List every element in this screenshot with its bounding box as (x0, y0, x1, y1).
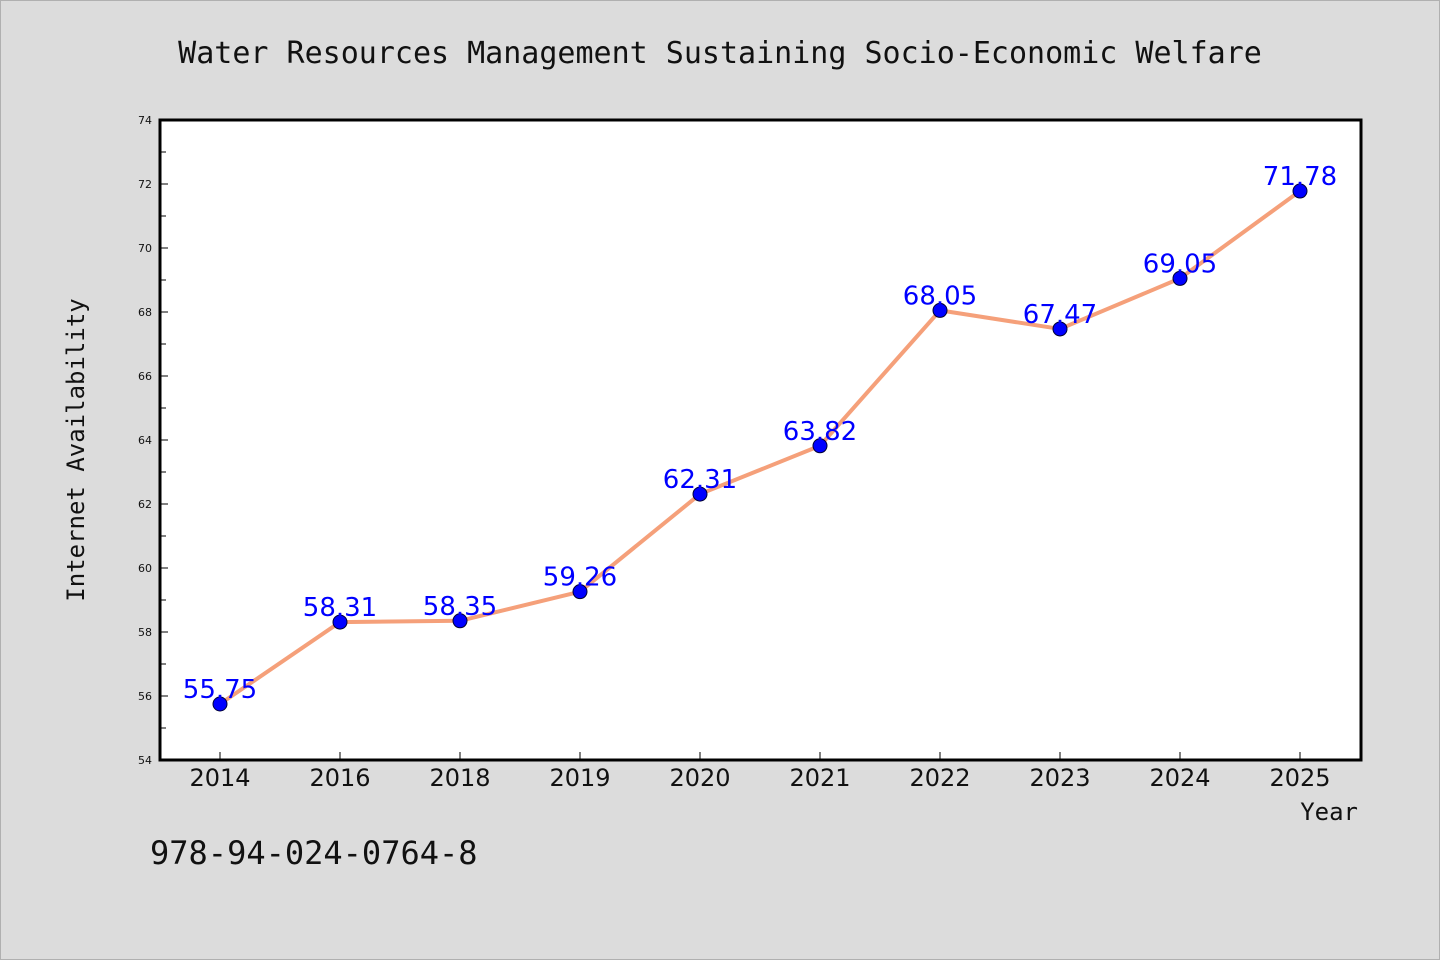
x-tick-label: 2018 (429, 764, 490, 792)
data-point (1052, 321, 1068, 337)
data-label: 69.05 (1143, 249, 1217, 279)
y-tick-label: 64 (138, 434, 152, 447)
y-tick-label: 68 (138, 306, 152, 319)
x-axis-label: Year (1300, 798, 1358, 826)
x-tick-label: 2019 (549, 764, 610, 792)
data-point (212, 696, 228, 712)
data-label: 58.35 (423, 592, 497, 622)
y-tick-label: 70 (138, 242, 152, 255)
data-point (572, 584, 588, 600)
x-tick-label: 2016 (309, 764, 370, 792)
y-tick-label: 56 (138, 690, 152, 703)
data-point (812, 438, 828, 454)
chart-title: Water Resources Management Sustaining So… (178, 36, 1262, 71)
data-point (1172, 270, 1188, 286)
x-axis: 2014 2016 2018 2019 2020 2021 2022 2023 2024 2025 (189, 752, 1331, 792)
x-tick-label: 2014 (189, 764, 250, 792)
y-tick-label: 58 (138, 626, 152, 639)
x-tick-label: 2022 (909, 764, 970, 792)
x-tick-label: 2020 (669, 764, 730, 792)
y-axis-label: Internet Availability (62, 298, 90, 601)
x-tick-label: 2025 (1269, 764, 1330, 792)
data-point (692, 486, 708, 502)
series-line (218, 189, 1302, 706)
y-tick-label: 66 (138, 370, 152, 383)
data-markers (212, 183, 1308, 712)
x-tick-label: 2023 (1029, 764, 1090, 792)
data-labels: 55.75 58.31 58.35 59.26 62.31 63.82 68.05 67.47… (183, 162, 1337, 705)
x-tick-label: 2024 (1149, 764, 1210, 792)
plot-area (158, 118, 1363, 762)
data-point (332, 614, 348, 630)
data-label: 55.75 (183, 675, 257, 705)
data-point (452, 613, 468, 629)
y-axis: 54 56 58 60 62 64 66 68 70 72 74 (138, 114, 168, 767)
y-tick-label: 54 (138, 754, 152, 767)
data-label: 63.82 (783, 417, 857, 447)
y-tick-label: 62 (138, 498, 152, 511)
data-label: 58.31 (303, 593, 377, 623)
footer-code: 978-94-024-0764-8 (150, 834, 478, 872)
data-label: 67.47 (1023, 300, 1097, 330)
data-label: 71.78 (1263, 162, 1337, 192)
y-tick-label: 74 (138, 114, 152, 127)
data-point (932, 302, 948, 318)
data-label: 68.05 (903, 281, 977, 311)
x-tick-label: 2021 (789, 764, 850, 792)
y-tick-label: 60 (138, 562, 152, 575)
data-point (1292, 183, 1308, 199)
y-tick-label: 72 (138, 178, 152, 191)
data-label: 59.26 (543, 563, 617, 593)
data-label: 62.31 (663, 465, 737, 495)
